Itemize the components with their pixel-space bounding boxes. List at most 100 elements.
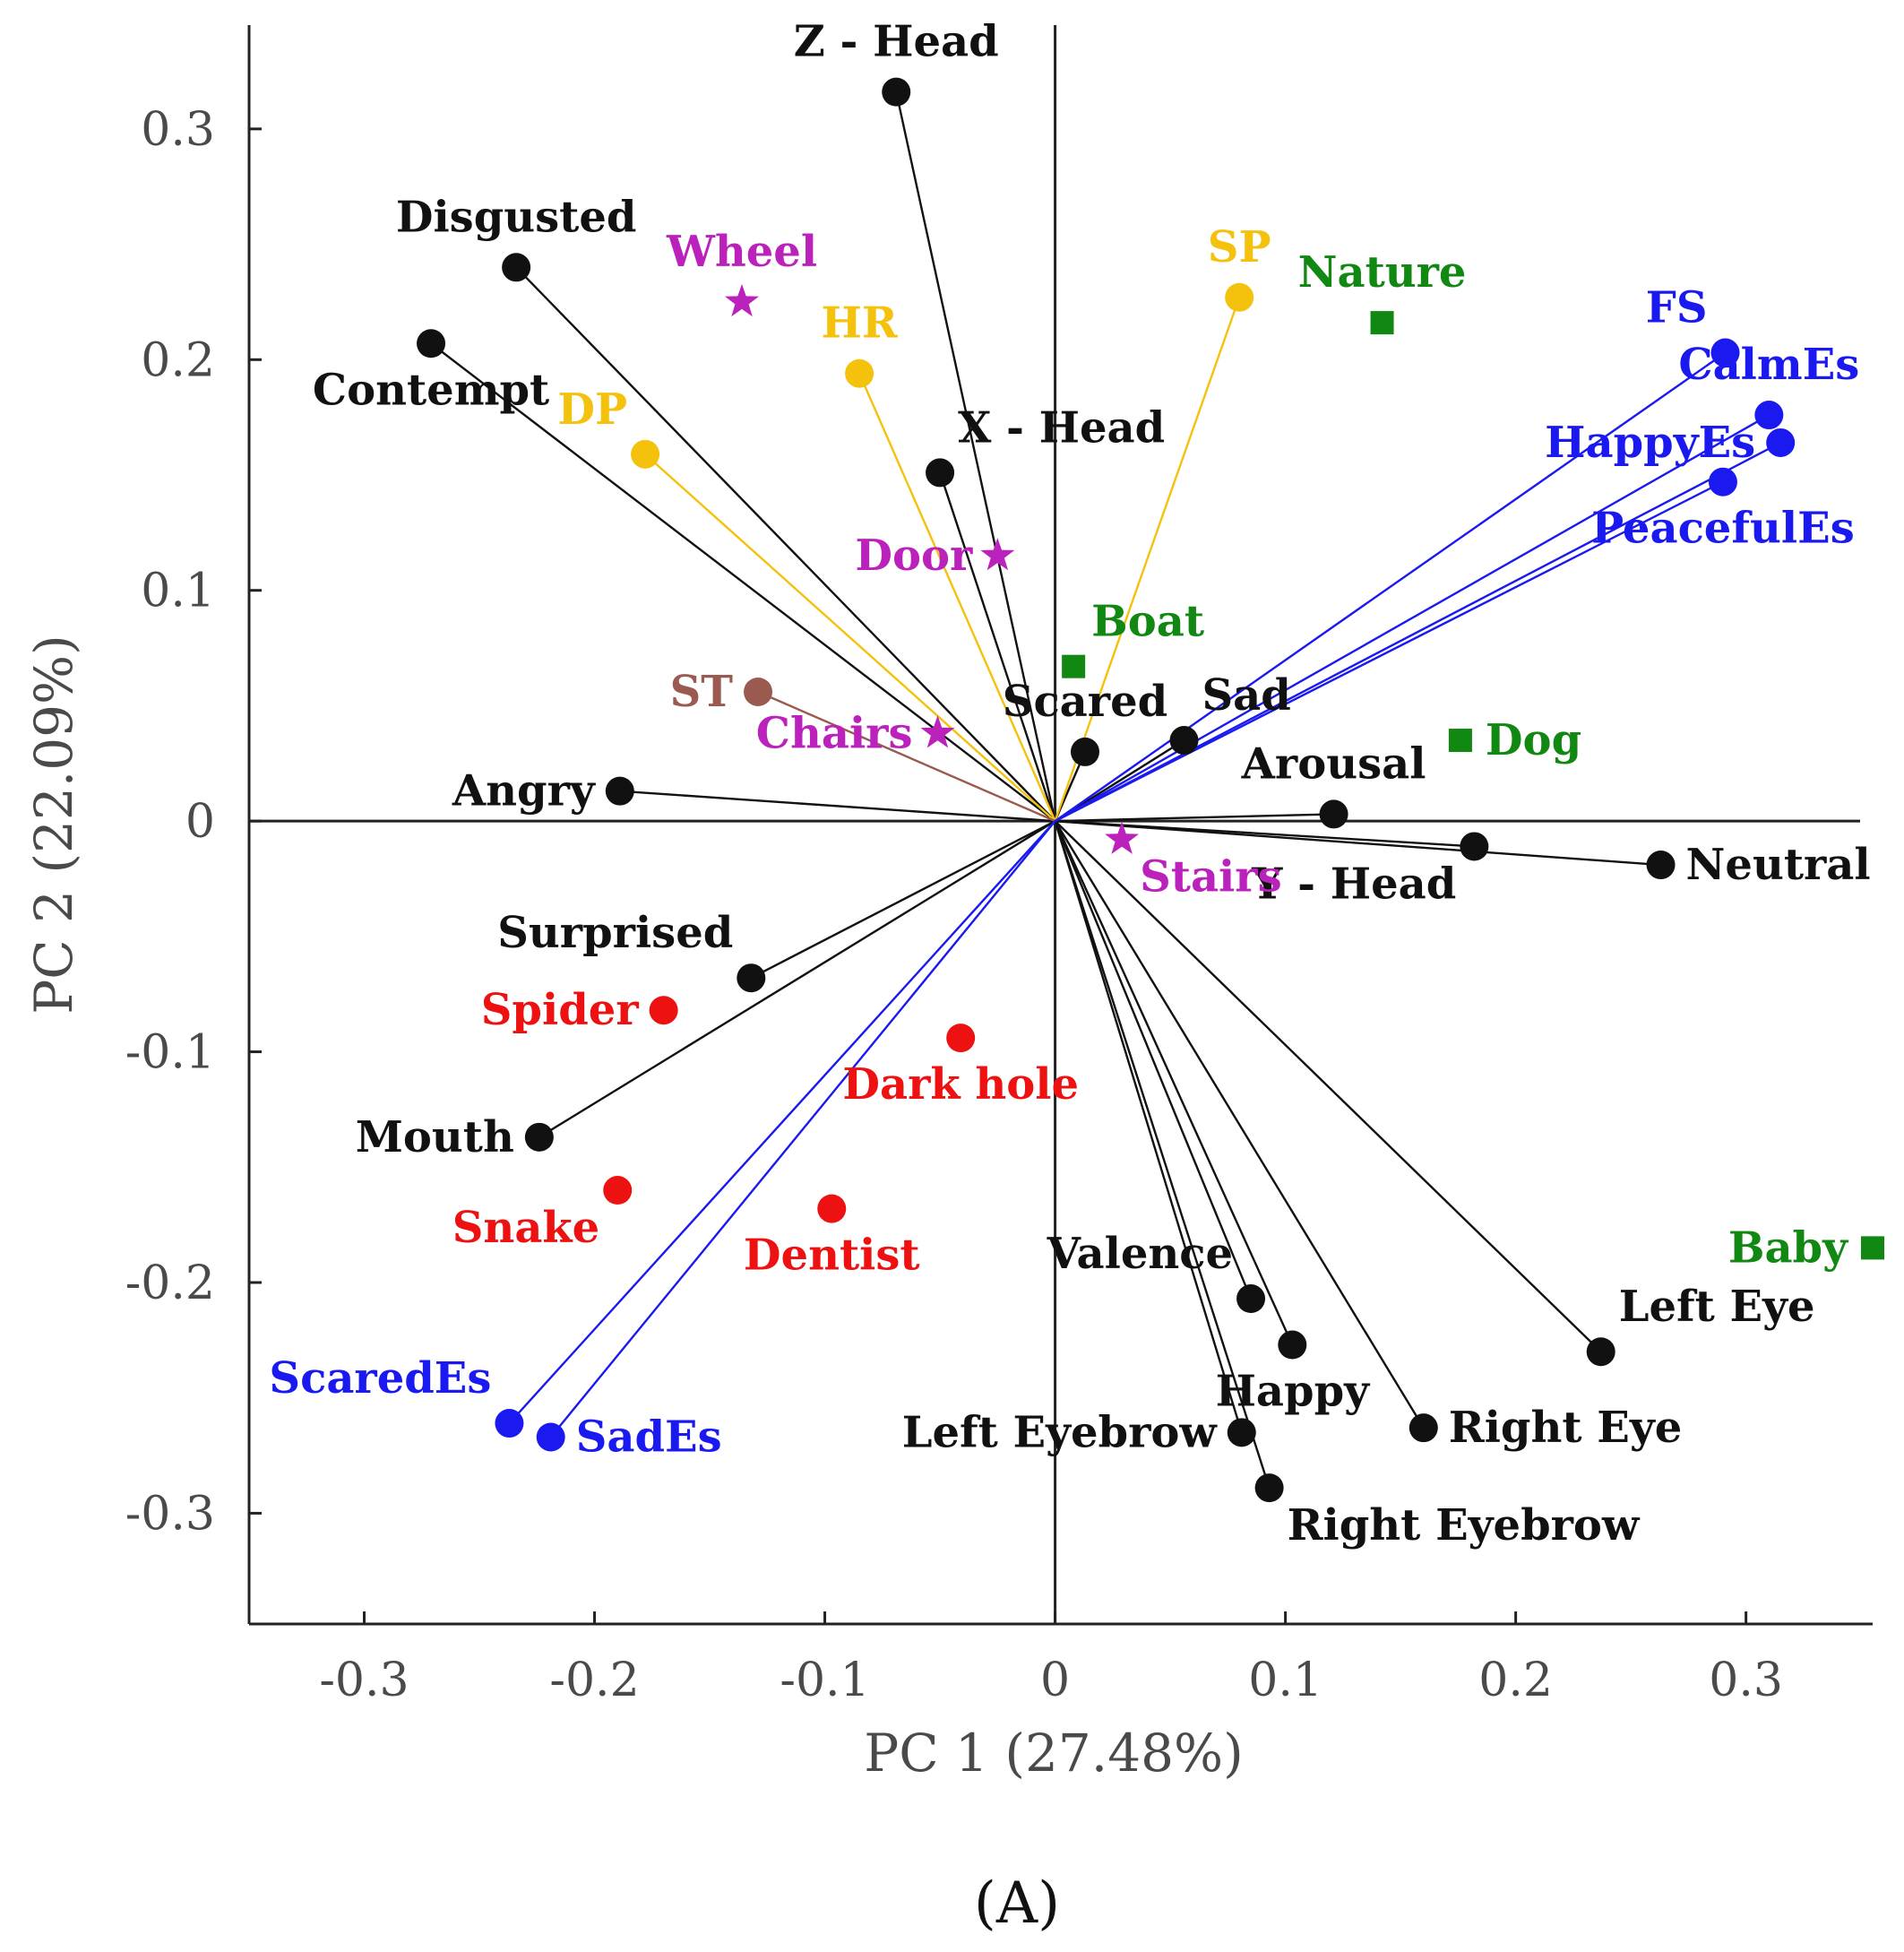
- label-calmes: CalmEs: [1678, 340, 1859, 390]
- label-arousal: Arousal: [1241, 738, 1426, 789]
- point-neutral: [1646, 851, 1676, 880]
- point-y-head: [1460, 832, 1489, 861]
- point-boat: [1062, 654, 1086, 678]
- point-mouth: [524, 1122, 554, 1152]
- label-dentist: Dentist: [744, 1231, 920, 1281]
- y-tick-label: -0.3: [125, 1487, 215, 1541]
- vector-scaredes: [508, 820, 1056, 1424]
- vector-valence: [1054, 820, 1253, 1300]
- label-y-head: Y - Head: [1251, 859, 1456, 909]
- vector-mouth: [538, 820, 1056, 1138]
- vector-peacefules: [1055, 480, 1724, 823]
- label-dp: DP: [557, 384, 627, 435]
- vector-neutral: [1055, 819, 1661, 867]
- label-contempt: Contempt: [313, 365, 549, 415]
- label-spider: Spider: [481, 985, 640, 1035]
- label-x-head: X - Head: [958, 402, 1165, 453]
- label-fs: FS: [1646, 283, 1708, 333]
- label-scaredes: ScaredEs: [269, 1353, 491, 1404]
- y-tick-label: 0: [185, 795, 215, 849]
- point-nature: [1370, 311, 1394, 335]
- points-layer: [417, 77, 1884, 1503]
- point-valence: [1236, 1284, 1266, 1314]
- point-angry: [605, 776, 634, 806]
- point-snake: [603, 1176, 633, 1205]
- label-door: Door: [855, 531, 973, 581]
- point-arousal: [1319, 799, 1348, 829]
- label-dark-hole: Dark hole: [842, 1059, 1079, 1110]
- x-tick-label: -0.2: [549, 1654, 639, 1707]
- label-left-eye: Left Eye: [1619, 1282, 1815, 1332]
- point-hr: [845, 358, 874, 388]
- vector-right-eyebrow: [1054, 820, 1271, 1489]
- label-peacefules: PeacefulEs: [1591, 504, 1855, 554]
- point-happyes: [1766, 428, 1796, 457]
- point-door: [980, 538, 1015, 571]
- vector-st: [757, 690, 1056, 823]
- vector-happyes: [1055, 441, 1781, 823]
- label-mouth: Mouth: [356, 1112, 514, 1162]
- label-st: ST: [670, 667, 734, 717]
- point-disgusted: [502, 253, 531, 282]
- point-right-eyebrow: [1254, 1473, 1284, 1503]
- vector-right-eye: [1054, 820, 1425, 1429]
- x-tick-label: 0.3: [1709, 1654, 1783, 1707]
- point-wheel: [725, 283, 759, 317]
- label-neutral: Neutral: [1686, 840, 1871, 890]
- point-sp: [1225, 282, 1254, 312]
- label-surprised: Surprised: [497, 908, 733, 958]
- point-sades: [536, 1422, 565, 1452]
- label-sades: SadEs: [576, 1412, 722, 1462]
- label-happyes: HappyEs: [1545, 418, 1755, 468]
- label-right-eye: Right Eye: [1449, 1403, 1682, 1453]
- x-tick-label: -0.1: [780, 1654, 869, 1707]
- point-baby: [1861, 1236, 1884, 1260]
- label-dog: Dog: [1486, 715, 1581, 765]
- label-right-eyebrow: Right Eyebrow: [1288, 1500, 1641, 1550]
- point-chairs: [920, 715, 955, 748]
- vector-disgusted: [515, 266, 1056, 822]
- point-peacefules: [1708, 467, 1737, 497]
- label-snake: Snake: [452, 1203, 599, 1253]
- vector-surprised: [750, 820, 1056, 980]
- label-scared: Scared: [1003, 677, 1167, 727]
- y-axis-title: PC 2 (22.09%): [23, 635, 84, 1015]
- point-stairs: [1105, 821, 1140, 854]
- y-tick-label: 0.1: [141, 565, 215, 618]
- point-dentist: [817, 1194, 847, 1223]
- point-surprised: [737, 963, 766, 993]
- label-valence: Valence: [1047, 1229, 1233, 1279]
- x-tick-label: 0.1: [1248, 1654, 1322, 1707]
- vector-hr: [858, 373, 1056, 822]
- vector-angry: [619, 790, 1055, 823]
- loading-vectors: [430, 91, 1781, 1489]
- vector-arousal: [1055, 813, 1334, 823]
- vector-fs: [1054, 351, 1727, 823]
- point-dog: [1448, 729, 1472, 753]
- point-st: [744, 677, 773, 706]
- vector-sades: [549, 820, 1056, 1438]
- y-tick-label: 0.3: [141, 103, 215, 157]
- point-scaredes: [495, 1409, 524, 1438]
- vector-sp: [1054, 297, 1241, 822]
- point-fs: [1710, 338, 1740, 367]
- point-spider: [649, 996, 678, 1025]
- label-angry: Angry: [452, 766, 597, 816]
- axes-layer: -0.3 -0.2 -0.1 0 0.1 0.2 0.3 0.3 0.2 0.1 0 -0.1 -0.2…: [125, 25, 1873, 1707]
- point-happy: [1278, 1330, 1307, 1360]
- x-tick-label: 0: [1040, 1654, 1070, 1707]
- label-hr: HR: [821, 298, 898, 349]
- x-tick-label: -0.3: [319, 1654, 409, 1707]
- vector-dp: [644, 453, 1056, 823]
- y-tick-label: -0.1: [125, 1026, 215, 1080]
- point-scared: [1070, 737, 1099, 766]
- x-axis-title: PC 1 (27.48%): [864, 1723, 1244, 1784]
- vector-left-eyebrow: [1054, 820, 1243, 1433]
- point-z-head: [882, 77, 911, 107]
- vector-z-head: [895, 91, 1056, 822]
- label-z-head: Z - Head: [794, 17, 999, 67]
- label-sp: SP: [1208, 222, 1271, 272]
- point-contempt: [417, 329, 446, 358]
- point-right-eye: [1409, 1413, 1438, 1443]
